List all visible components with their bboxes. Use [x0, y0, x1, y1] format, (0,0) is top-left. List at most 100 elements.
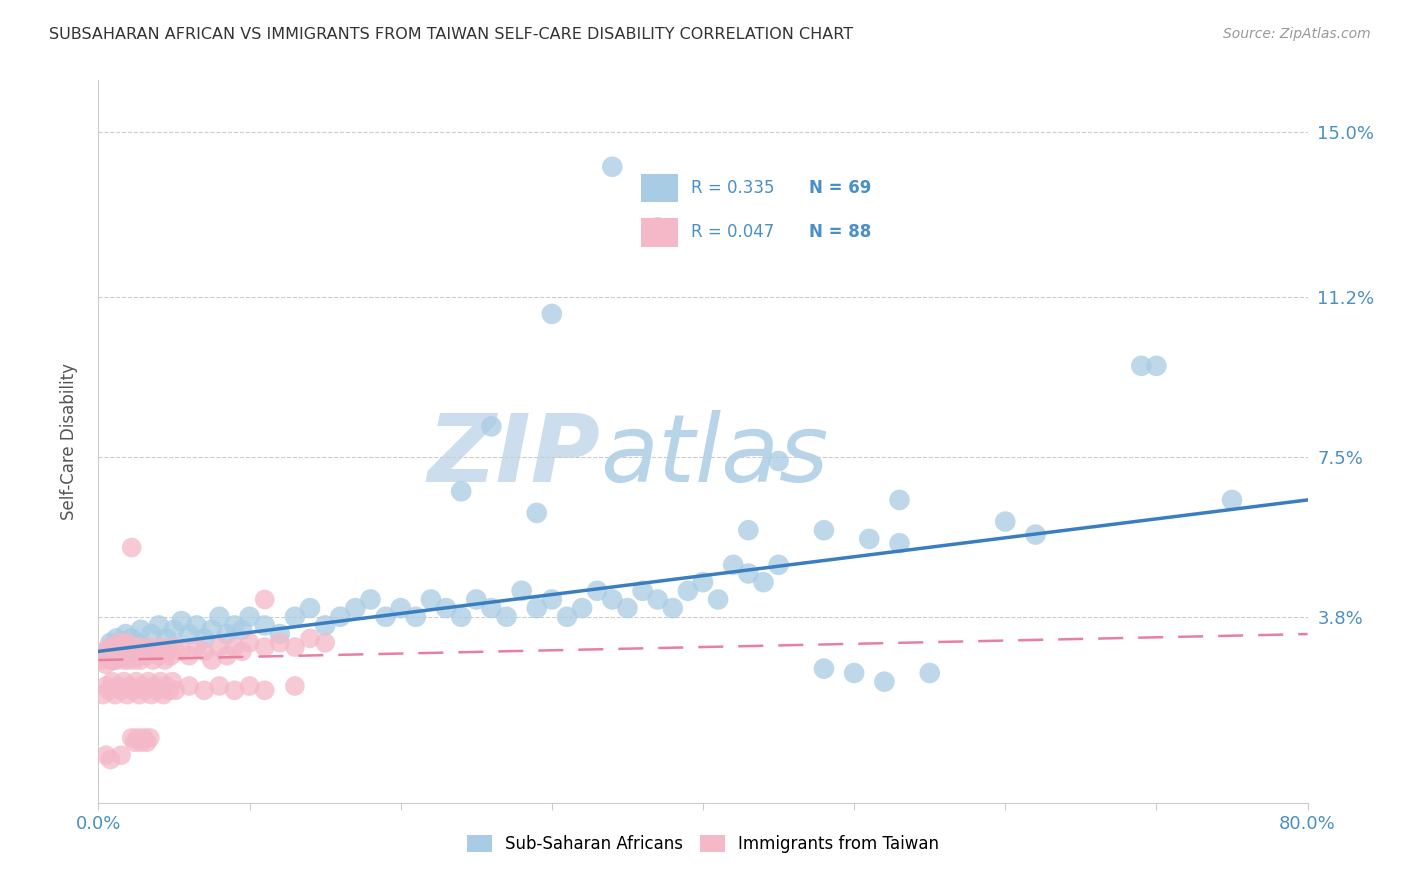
Point [269, 627, 291, 641]
Point [389, 601, 412, 615]
Point [112, 653, 135, 667]
Point [540, 592, 562, 607]
Text: atlas: atlas [600, 410, 828, 501]
Point [101, 644, 124, 658]
Point [142, 653, 165, 667]
Point [215, 627, 238, 641]
Point [120, 644, 142, 658]
Point [163, 640, 186, 654]
Point [616, 601, 638, 615]
Point [91, 688, 114, 702]
Point [150, 640, 173, 654]
Point [661, 601, 683, 615]
Point [108, 636, 131, 650]
Point [752, 575, 775, 590]
Point [124, 653, 146, 667]
Point [149, 674, 172, 689]
Point [90, 653, 112, 667]
Point [374, 609, 396, 624]
Point [100, 636, 122, 650]
Point [128, 688, 150, 702]
Point [208, 679, 231, 693]
Point [170, 644, 193, 658]
Point [103, 648, 125, 663]
Point [360, 592, 382, 607]
Point [602, 160, 624, 174]
Point [153, 653, 176, 667]
Point [602, 592, 624, 607]
Y-axis label: Self-Care Disability: Self-Care Disability [59, 363, 77, 520]
Point [125, 674, 148, 689]
Point [193, 644, 215, 658]
Point [94, 644, 117, 658]
Point [647, 592, 669, 607]
Point [156, 644, 179, 658]
Point [160, 648, 183, 663]
Point [201, 623, 224, 637]
Point [121, 648, 143, 663]
Point [155, 679, 177, 693]
Point [98, 640, 121, 654]
Point [152, 688, 174, 702]
Point [768, 558, 790, 572]
Point [143, 679, 166, 693]
Point [284, 679, 307, 693]
Point [104, 640, 127, 654]
Point [723, 558, 745, 572]
Point [110, 648, 132, 663]
Point [215, 648, 238, 663]
Point [118, 653, 141, 667]
Point [101, 674, 124, 689]
Point [1144, 359, 1167, 373]
Point [253, 618, 276, 632]
Point [495, 609, 517, 624]
Point [134, 683, 156, 698]
Point [994, 515, 1017, 529]
Point [139, 640, 162, 654]
Text: Source: ZipAtlas.com: Source: ZipAtlas.com [1223, 27, 1371, 41]
Point [844, 665, 866, 680]
Point [111, 640, 134, 654]
Point [224, 640, 246, 654]
Point [135, 735, 157, 749]
Point [1024, 527, 1046, 541]
Point [121, 632, 143, 646]
Point [889, 536, 911, 550]
Point [420, 592, 443, 607]
Point [813, 662, 835, 676]
Point [145, 644, 167, 658]
Point [224, 618, 246, 632]
Point [555, 609, 578, 624]
Point [647, 220, 669, 235]
Point [692, 575, 714, 590]
Point [141, 627, 163, 641]
Point [141, 688, 163, 702]
Point [110, 748, 132, 763]
Point [510, 583, 533, 598]
Point [676, 583, 699, 598]
Point [284, 640, 307, 654]
Point [139, 731, 162, 745]
Point [129, 735, 152, 749]
Point [122, 640, 145, 654]
Point [186, 640, 208, 654]
Point [239, 679, 262, 693]
Point [110, 640, 132, 654]
Text: N = 69: N = 69 [808, 179, 870, 197]
Point [110, 683, 132, 698]
Point [98, 683, 121, 698]
Text: R = 0.047: R = 0.047 [690, 223, 775, 241]
Point [103, 653, 125, 667]
Point [165, 683, 187, 698]
Point [115, 636, 138, 650]
Point [224, 683, 246, 698]
Point [239, 609, 262, 624]
Point [118, 644, 141, 658]
Point [112, 674, 135, 689]
Point [284, 609, 307, 624]
Point [434, 601, 457, 615]
Point [586, 583, 609, 598]
Point [179, 648, 201, 663]
Point [155, 632, 177, 646]
Point [465, 592, 488, 607]
